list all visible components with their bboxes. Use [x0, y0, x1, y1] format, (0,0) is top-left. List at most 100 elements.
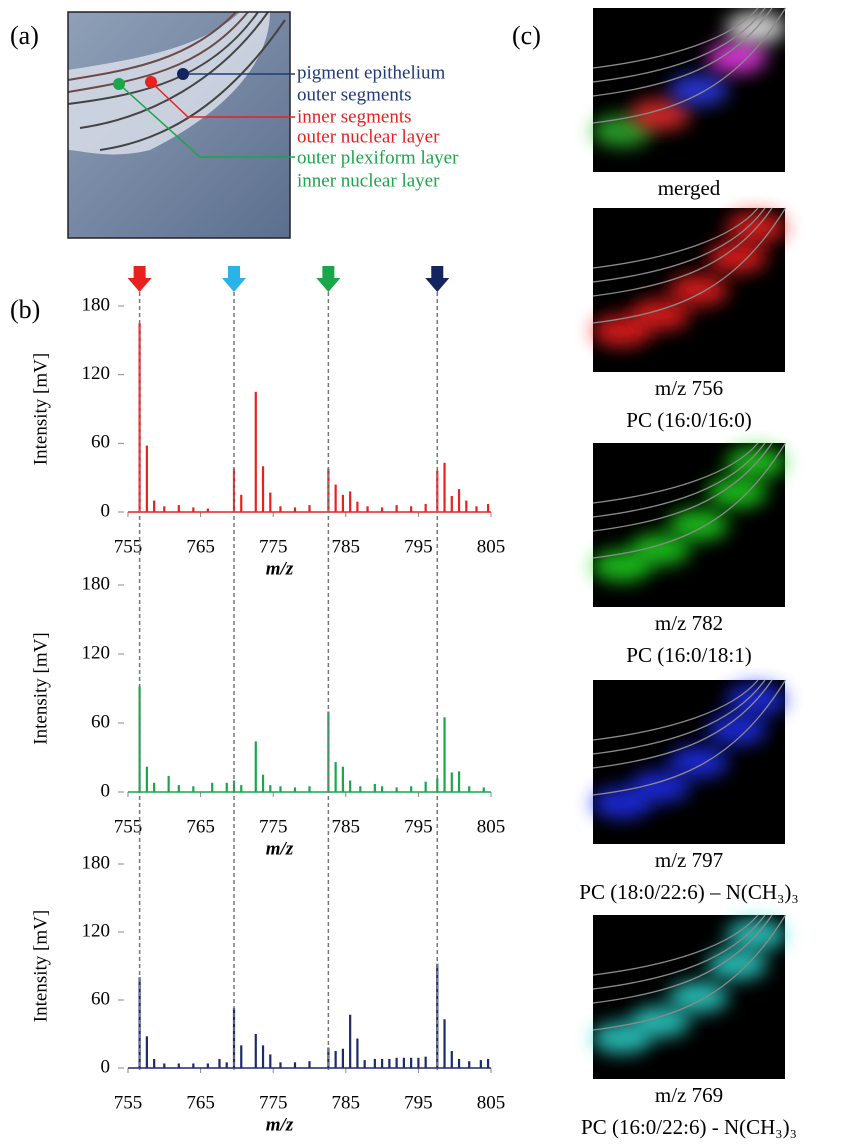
- layer-label: outer nuclear layer: [297, 126, 440, 147]
- marker-arrow: [127, 266, 152, 292]
- signal: [707, 948, 767, 981]
- x-tick-label: 795: [404, 536, 433, 557]
- x-tick-label: 755: [114, 816, 143, 837]
- x-tick-label: 755: [114, 536, 143, 557]
- x-tick-label: 765: [186, 816, 215, 837]
- signal: [668, 746, 729, 778]
- x-tick-label: 785: [332, 536, 361, 557]
- signal: [707, 41, 767, 74]
- signal: [630, 770, 691, 803]
- signal: [630, 98, 691, 131]
- contour: [592, 7, 787, 124]
- ion-image: [591, 7, 787, 172]
- x-tick-label: 785: [332, 816, 361, 837]
- contour: [592, 442, 787, 559]
- signal: [630, 1005, 691, 1038]
- image-caption: m/z 756: [655, 376, 723, 400]
- contour: [592, 914, 787, 1031]
- x-tick-label: 805: [477, 1092, 506, 1113]
- y-tick-label: 0: [101, 500, 111, 521]
- y-tick-label: 0: [101, 780, 111, 801]
- contour: [592, 679, 787, 796]
- y-tick-label: 120: [82, 363, 111, 384]
- ion-image: [591, 914, 787, 1079]
- image-caption: PC (18:0/22:6) – N(CH₃)₃: [579, 880, 798, 904]
- contour: [592, 914, 766, 990]
- y-axis-label: Intensity [mV]: [30, 910, 51, 1022]
- tissue-image: [68, 12, 290, 238]
- x-tick-label: 765: [186, 536, 215, 557]
- contour: [592, 442, 773, 532]
- x-axis-label: m/z: [266, 1114, 294, 1135]
- y-axis-label: Intensity [mV]: [30, 353, 51, 465]
- marker-arrow: [316, 266, 341, 292]
- y-tick-label: 180: [82, 294, 111, 315]
- y-tick-label: 60: [91, 432, 110, 453]
- signal: [668, 74, 729, 106]
- marker-arrow: [221, 266, 246, 292]
- contour: [592, 7, 773, 97]
- contour: [592, 914, 773, 1004]
- image-caption: PC (16:0/18:1): [626, 643, 751, 667]
- x-tick-label: 805: [477, 536, 506, 557]
- panel-letter: (c): [512, 21, 541, 50]
- ion-image: [591, 207, 787, 372]
- signal: [630, 298, 691, 331]
- signal: [668, 509, 729, 541]
- layer-label: inner nuclear layer: [297, 170, 440, 191]
- signal: [707, 713, 767, 746]
- x-tick-label: 765: [186, 1092, 215, 1113]
- marker-arrow: [425, 266, 450, 292]
- signal: [630, 533, 691, 566]
- layer-label: pigment epithelium: [297, 62, 446, 83]
- contour: [592, 207, 773, 297]
- image-caption: PC (16:0/22:6) - N(CH₃)₃: [581, 1115, 797, 1139]
- y-tick-label: 60: [91, 988, 110, 1009]
- x-tick-label: 775: [259, 1092, 288, 1113]
- x-tick-label: 755: [114, 1092, 143, 1113]
- ion-image: [591, 679, 787, 844]
- contour: [592, 679, 759, 741]
- layer-label: outer segments: [297, 84, 412, 105]
- signal: [668, 981, 729, 1013]
- x-tick-label: 775: [259, 536, 288, 557]
- x-tick-label: 805: [477, 816, 506, 837]
- contour: [592, 207, 759, 269]
- leader-lines: [113, 68, 295, 158]
- contour: [592, 7, 759, 69]
- y-tick-label: 0: [101, 1056, 111, 1077]
- image-caption: PC (16:0/16:0): [626, 408, 751, 432]
- image-caption: merged: [658, 176, 721, 200]
- panel-letter: (a): [10, 21, 39, 50]
- signal: [707, 241, 767, 274]
- y-tick-label: 120: [82, 642, 111, 663]
- image-caption: m/z 782: [655, 611, 723, 635]
- contour: [592, 442, 759, 504]
- x-axis-label: m/z: [266, 838, 294, 859]
- image-caption: m/z 769: [655, 1083, 723, 1107]
- y-tick-label: 180: [82, 852, 111, 873]
- contour: [592, 679, 773, 769]
- x-tick-label: 775: [259, 816, 288, 837]
- y-tick-label: 120: [82, 920, 111, 941]
- contour: [592, 914, 759, 976]
- layer-label: outer plexiform layer: [297, 147, 459, 168]
- image-caption: m/z 797: [655, 848, 723, 872]
- contour: [592, 679, 766, 755]
- contour: [592, 207, 787, 324]
- y-axis-label: Intensity [mV]: [30, 632, 51, 744]
- x-axis-label: m/z: [266, 558, 294, 579]
- layer-label: inner segments: [297, 106, 412, 127]
- contour: [592, 207, 766, 283]
- contour: [592, 442, 766, 518]
- signal: [668, 274, 729, 306]
- x-tick-label: 785: [332, 1092, 361, 1113]
- y-tick-label: 60: [91, 711, 110, 732]
- x-tick-label: 795: [404, 1092, 433, 1113]
- y-tick-label: 180: [82, 573, 111, 594]
- image-frame: [67, 11, 291, 239]
- contour: [592, 7, 766, 83]
- signal: [707, 476, 767, 509]
